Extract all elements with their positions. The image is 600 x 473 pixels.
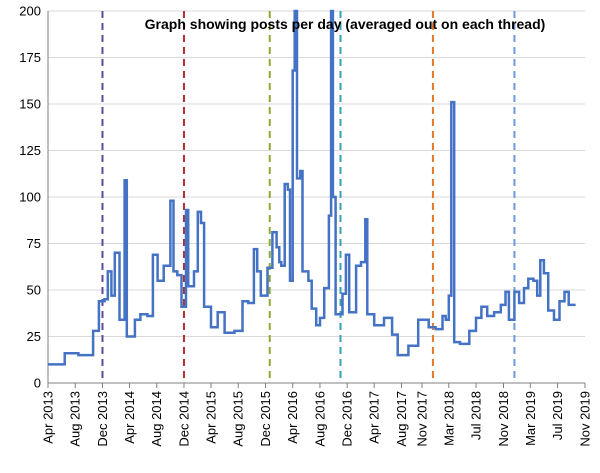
series-layer <box>48 9 576 366</box>
x-tick-label: Dec 2013 <box>95 391 110 447</box>
y-tick-label: 125 <box>19 143 41 158</box>
y-tick-label: 150 <box>19 97 41 112</box>
x-tick-label: Aug 2017 <box>394 391 409 447</box>
x-tick-label: Jul 2018 <box>469 391 484 440</box>
y-tick-label: 100 <box>19 190 41 205</box>
x-tick-label: Aug 2015 <box>231 391 246 447</box>
x-tick-label: Apr 2015 <box>203 391 218 444</box>
x-tick-label: Dec 2014 <box>176 391 191 447</box>
chart-title: Graph showing posts per day (averaged ou… <box>145 16 546 32</box>
y-tick-labels: 0 25 50 75 100 125 150 175 200 <box>19 4 41 391</box>
y-tick-label: 0 <box>34 376 41 391</box>
x-tick-label: Apr 2013 <box>41 391 56 444</box>
x-tick-label: Nov 2019 <box>578 391 593 447</box>
x-tick-label: Apr 2017 <box>367 391 382 444</box>
x-tick-label: Apr 2016 <box>285 391 300 444</box>
x-tick-label: Mar 2019 <box>523 391 538 446</box>
y-tick-label: 25 <box>27 329 41 344</box>
x-tick-label: Aug 2016 <box>312 391 327 447</box>
x-tick-labels: Apr 2013 Aug 2013 Dec 2013 Apr 2014 Aug 2014… <box>41 391 593 447</box>
y-tick-label: 200 <box>19 4 41 19</box>
x-tick-label: Aug 2013 <box>68 391 83 447</box>
reference-lines <box>101 11 516 383</box>
x-tick-label: Nov 2018 <box>496 391 511 447</box>
y-tick-label: 175 <box>19 50 41 65</box>
y-tick-label: 75 <box>27 236 41 251</box>
grid-lines <box>48 10 585 337</box>
x-tick-label: Dec 2016 <box>340 391 355 447</box>
x-tick-label: Apr 2014 <box>122 391 137 444</box>
y-tick-label: 50 <box>27 283 41 298</box>
x-tick-label: Jul 2019 <box>550 391 565 440</box>
axes <box>47 11 586 388</box>
series-line <box>48 9 576 366</box>
x-tick-label: Mar 2018 <box>441 391 456 446</box>
x-tick-label: Aug 2014 <box>149 391 164 447</box>
x-tick-label: Dec 2015 <box>258 391 273 447</box>
x-tick-label: Nov 2017 <box>415 391 430 447</box>
